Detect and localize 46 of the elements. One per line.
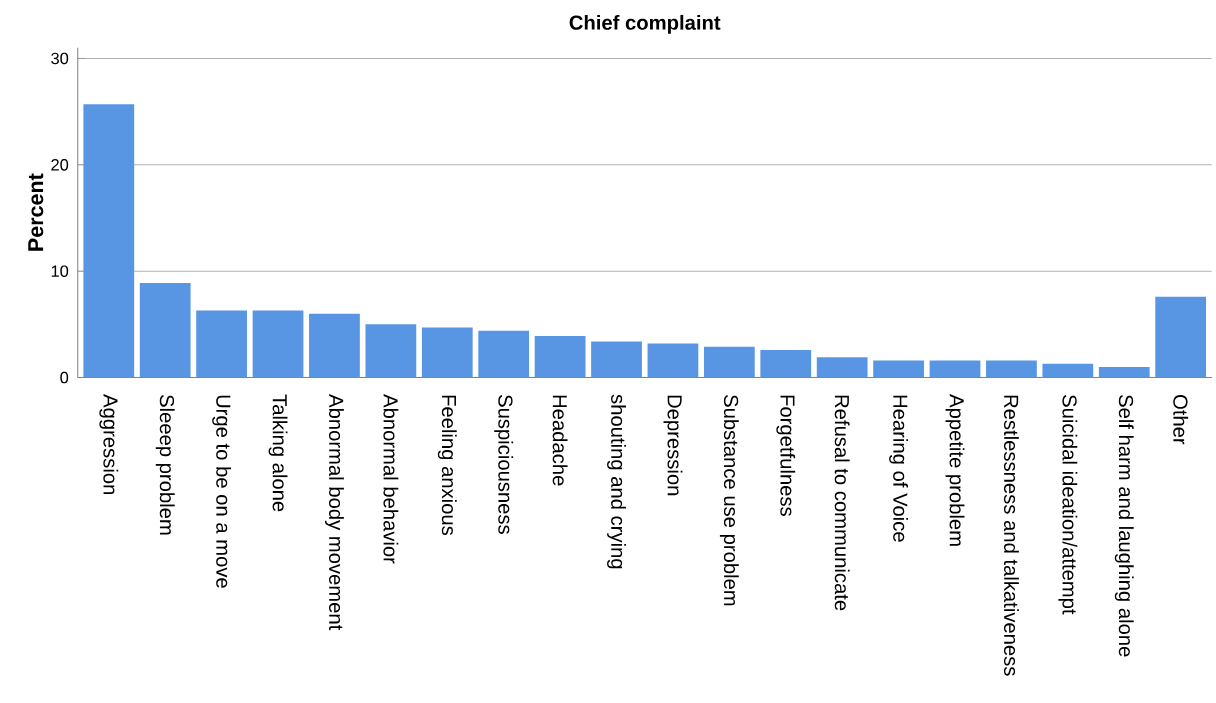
x-tick-label: Refusal to communicate bbox=[834, 395, 850, 611]
x-tick-label: Other bbox=[1173, 395, 1189, 445]
x-tick-label: Hearing of Voice bbox=[889, 395, 909, 542]
x-tick-label: Appetite problem bbox=[945, 394, 965, 546]
bar bbox=[83, 104, 135, 378]
bar bbox=[760, 349, 812, 378]
bar bbox=[478, 330, 530, 378]
x-tick-label: Depression bbox=[663, 395, 683, 496]
y-tick-label: 0 bbox=[60, 371, 69, 384]
bar bbox=[309, 313, 360, 378]
bar bbox=[139, 282, 191, 378]
bar bbox=[816, 357, 868, 378]
y-tick-label: 30 bbox=[51, 52, 69, 65]
x-tick-label: Forgetfulness bbox=[776, 395, 796, 517]
y-tick-label: 20 bbox=[51, 159, 69, 171]
x-tick-label: Suicidal ideation/attempt bbox=[1058, 395, 1078, 615]
bar bbox=[1098, 366, 1150, 378]
x-tick-label: Restlessness and talkativeness bbox=[1003, 395, 1019, 676]
x-tick-label: Abnormal body movement bbox=[325, 394, 344, 631]
x-tick-label: Headache bbox=[552, 395, 568, 486]
bar bbox=[647, 343, 699, 378]
bar bbox=[929, 360, 981, 378]
x-tick-label: Feeling anxious bbox=[437, 395, 457, 536]
x-tick-label: Sleeep problem bbox=[155, 395, 175, 535]
x-tick-label: Abnormal behavior bbox=[383, 394, 399, 564]
bar bbox=[1042, 363, 1094, 378]
bar bbox=[252, 310, 304, 378]
bar bbox=[873, 360, 924, 378]
x-tick-label: Substance use problem bbox=[719, 395, 739, 606]
bar bbox=[1155, 296, 1207, 378]
y-axis-title: Percent bbox=[28, 173, 44, 251]
x-tick-label: shouting and crying bbox=[607, 394, 626, 569]
y-tick-label: 10 bbox=[51, 265, 69, 278]
x-tick-label: Urge to be on a move bbox=[212, 395, 232, 588]
bar bbox=[365, 324, 417, 378]
x-tick-label: Aggression bbox=[99, 394, 119, 495]
bar bbox=[703, 346, 755, 378]
bar bbox=[421, 327, 473, 378]
bar bbox=[196, 310, 247, 378]
bar bbox=[986, 360, 1037, 378]
x-tick-label: Talking alone bbox=[268, 394, 288, 512]
chart-title: Chief complaint bbox=[569, 14, 721, 34]
x-tick-label: Suspiciousness bbox=[494, 395, 514, 535]
bar bbox=[591, 341, 642, 378]
x-tick-label: Self harm and laughing alone bbox=[1114, 395, 1134, 657]
bar bbox=[534, 336, 586, 378]
